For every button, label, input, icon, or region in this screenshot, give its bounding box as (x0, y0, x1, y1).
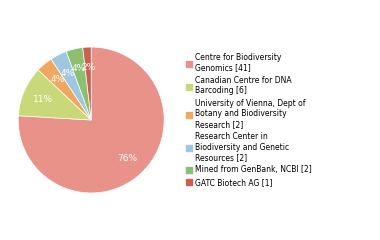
Wedge shape (83, 47, 91, 120)
Text: 4%: 4% (60, 69, 75, 78)
Text: 2%: 2% (81, 63, 95, 72)
Text: 11%: 11% (33, 95, 53, 104)
Text: 4%: 4% (50, 75, 65, 84)
Wedge shape (18, 47, 164, 193)
Legend: Centre for Biodiversity
Genomics [41], Canadian Centre for DNA
Barcoding [6], Un: Centre for Biodiversity Genomics [41], C… (186, 53, 312, 187)
Text: 4%: 4% (72, 64, 86, 73)
Wedge shape (51, 51, 91, 120)
Wedge shape (18, 70, 91, 120)
Text: 76%: 76% (117, 154, 137, 163)
Wedge shape (38, 59, 91, 120)
Wedge shape (66, 48, 91, 120)
